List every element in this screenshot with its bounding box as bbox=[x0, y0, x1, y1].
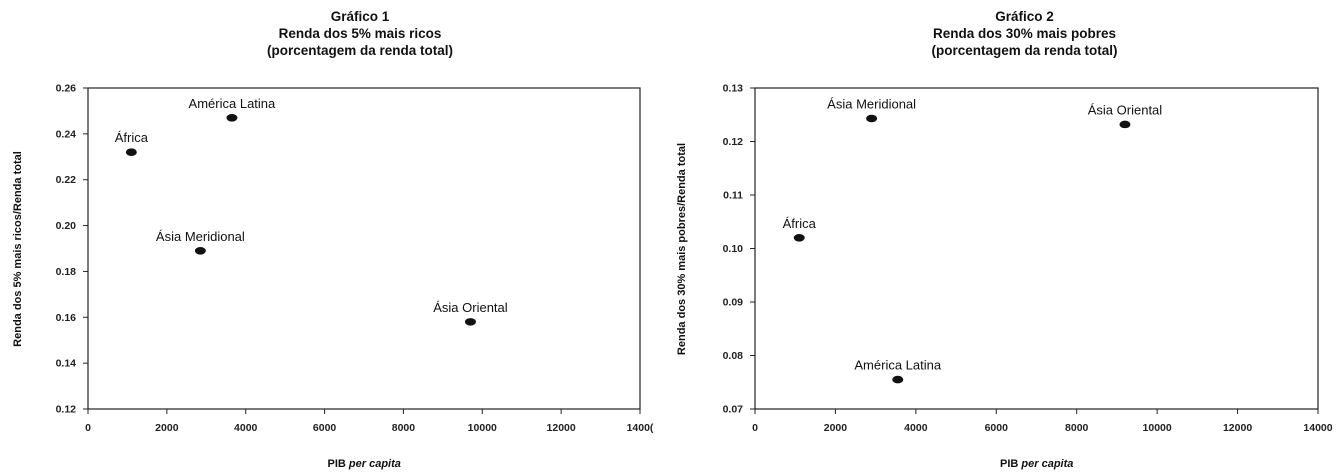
chart-1: Gráfico 1 Renda dos 5% mais ricos (porce… bbox=[0, 0, 660, 472]
chart-1-title-line-3: (porcentagem da renda total) bbox=[266, 43, 454, 58]
chart-1-x-tick-label: 8000 bbox=[392, 422, 416, 434]
chart-1-x-tick-label: 2000 bbox=[155, 422, 179, 434]
chart-1-y-tick-label: 0.12 bbox=[56, 404, 77, 416]
chart-2-x-tick-label: 0 bbox=[752, 422, 758, 434]
chart-2-x-tick-label: 8000 bbox=[1065, 422, 1089, 434]
chart-1-y-tick-label: 0.24 bbox=[56, 128, 77, 140]
chart-1-x-axis-label-main: PIB bbox=[327, 458, 346, 470]
chart-2-x-axis-label-italic: per capita bbox=[1021, 458, 1074, 470]
chart-1-point bbox=[125, 148, 137, 156]
chart-1-title: Gráfico 1 Renda dos 5% mais ricos (porce… bbox=[60, 8, 660, 59]
chart-2-title-line-2: Renda dos 30% mais pobres bbox=[932, 26, 1117, 41]
chart-1-point-label: América Latina bbox=[189, 96, 276, 111]
chart-2-y-tick-label: 0.07 bbox=[723, 404, 744, 416]
chart-2-point bbox=[866, 114, 878, 123]
chart-2-x-tick-label: 14000 bbox=[1303, 422, 1332, 434]
chart-1-x-tick-label: 1400( bbox=[627, 422, 654, 434]
chart-2-plot-frame bbox=[754, 87, 1319, 410]
chart-1-y-tick-label: 0.16 bbox=[56, 312, 77, 324]
chart-2-title: Gráfico 2 Renda dos 30% mais pobres (por… bbox=[710, 8, 1339, 59]
chart-2-point-label: África bbox=[783, 216, 817, 231]
chart-2-point bbox=[1119, 120, 1131, 129]
chart-2-x-tick-label: 10000 bbox=[1143, 422, 1172, 434]
chart-2-y-tick-label: 0.10 bbox=[723, 243, 744, 255]
chart-2-x-axis-label: PIB per capita bbox=[1000, 458, 1073, 470]
chart-1-y-tick-label: 0.20 bbox=[56, 220, 77, 232]
chart-1-y-tick-label: 0.22 bbox=[56, 174, 77, 186]
chart-1-x-tick-label: 4000 bbox=[234, 422, 258, 434]
chart-2-y-tick-label: 0.13 bbox=[723, 83, 744, 95]
chart-2-title-line-1: Gráfico 2 bbox=[995, 9, 1054, 24]
chart-1-x-tick-label: 10000 bbox=[468, 422, 497, 434]
chart-2-x-tick-label: 2000 bbox=[824, 422, 848, 434]
chart-1-point bbox=[226, 114, 238, 122]
chart-1-point bbox=[194, 246, 206, 255]
chart-2-x-tick-label: 12000 bbox=[1223, 422, 1252, 434]
chart-1-title-line-1: Gráfico 1 bbox=[330, 9, 390, 24]
chart-1-point-label: Ásia Oriental bbox=[433, 300, 508, 315]
chart-2-x-axis-label-main: PIB bbox=[1000, 458, 1019, 470]
chart-2-point-label: Ásia Oriental bbox=[1088, 102, 1163, 117]
chart-1-point bbox=[464, 318, 476, 326]
chart-1-y-tick-label: 0.14 bbox=[56, 358, 77, 370]
chart-2-y-tick-label: 0.09 bbox=[723, 297, 744, 309]
chart-2-y-tick-label: 0.08 bbox=[723, 350, 744, 362]
chart-2-point bbox=[793, 234, 805, 242]
chart-2-x-tick-label: 4000 bbox=[904, 422, 928, 434]
chart-1-x-tick-label: 12000 bbox=[547, 422, 576, 434]
chart-1-point-label: Ásia Meridional bbox=[156, 229, 245, 244]
chart-1-x-tick-label: 0 bbox=[85, 422, 91, 434]
chart-1-y-tick-label: 0.18 bbox=[56, 266, 77, 278]
chart-2-plot: 0.07 0.08 0.09 0.10 0.11 0.12 0.13 0 2000 4000 600… bbox=[723, 83, 1333, 435]
chart-2: Gráfico 2 Renda dos 30% mais pobres (por… bbox=[670, 0, 1339, 472]
chart-2-y-tick-label: 0.11 bbox=[723, 190, 743, 202]
chart-1-x-axis-label-italic: per capita bbox=[348, 458, 401, 470]
chart-1-title-line-2: Renda dos 5% mais ricos bbox=[278, 26, 442, 41]
chart-2-point-label: América Latina bbox=[854, 358, 941, 373]
chart-2-title-line-3: (porcentagem da renda total) bbox=[931, 43, 1118, 58]
chart-1-y-tick-label: 0.26 bbox=[56, 83, 77, 95]
chart-1-x-tick-label: 6000 bbox=[313, 422, 337, 434]
chart-2-point-label: Ásia Meridional bbox=[827, 96, 916, 111]
chart-2-y-tick-label: 0.12 bbox=[723, 136, 744, 148]
chart-1-plot: 0.12 0.14 0.16 0.18 0.20 0.22 0.24 0.26 0 2000 400… bbox=[56, 83, 654, 435]
chart-1-x-axis-label: PIB per capita bbox=[328, 458, 401, 470]
chart-1-point-label: África bbox=[115, 130, 149, 145]
chart-2-point bbox=[892, 375, 904, 384]
chart-2-x-tick-label: 6000 bbox=[985, 422, 1009, 434]
chart-1-plot-frame bbox=[87, 87, 641, 410]
